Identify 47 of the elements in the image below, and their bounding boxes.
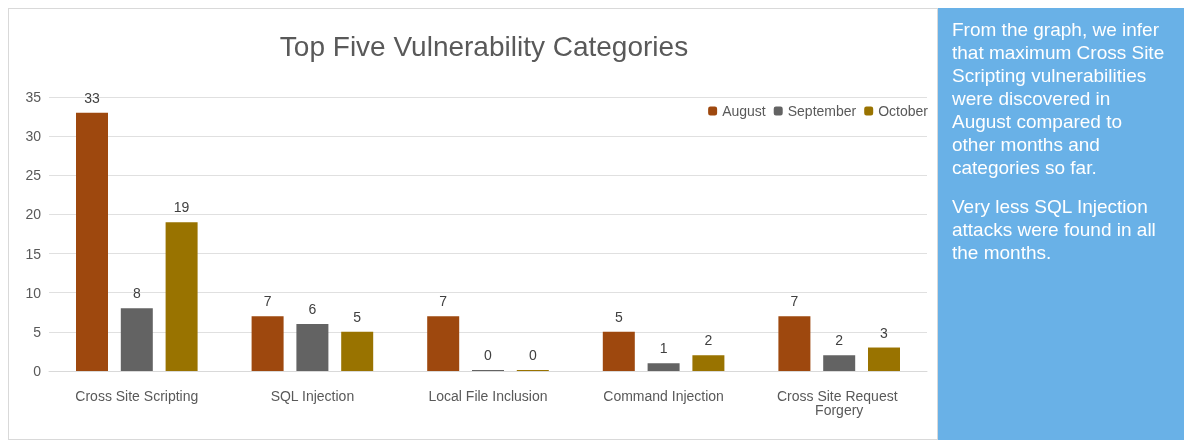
data-label: 19 <box>173 199 190 216</box>
y-tick-label: 10 <box>25 284 42 301</box>
x-tick-label: SQL Injection <box>270 388 355 404</box>
text: Very less SQL Injection attacks were found in all the months. <box>952 195 1157 264</box>
bar <box>692 355 725 371</box>
y-tick-label: 20 <box>25 206 42 223</box>
data-label: 5 <box>614 308 623 325</box>
data-label: 7 <box>263 293 272 310</box>
bar <box>647 363 680 371</box>
legend-label: October <box>878 103 929 119</box>
bar <box>296 324 329 371</box>
bar <box>76 112 108 371</box>
data-label: 6 <box>308 301 317 318</box>
y-tick-label: 5 <box>33 323 42 340</box>
bar <box>823 355 856 371</box>
bar <box>868 347 900 371</box>
y-tick-label: 30 <box>25 128 42 145</box>
x-tick-label: Local File Inclusion <box>428 388 548 404</box>
data-label: 1 <box>659 340 668 357</box>
bar <box>120 308 153 371</box>
x-tick-label: Command Injection <box>603 388 724 404</box>
text: From the graph, we infer that maximum Cross Site Scripting vulnerabilities were discovered in August compared to other months and categories so far. <box>952 18 1166 179</box>
bar <box>251 316 284 371</box>
bar <box>165 222 198 371</box>
chart-title: Top Five Vulnerability Categories <box>279 30 689 62</box>
data-label: 7 <box>790 293 799 310</box>
y-tick-label: 15 <box>25 245 42 262</box>
data-label: 33 <box>84 89 100 106</box>
y-tick-label: 0 <box>33 363 42 379</box>
bar <box>778 316 811 371</box>
bar <box>341 331 374 371</box>
x-tick-label: Cross Site Request Forgery <box>776 388 902 418</box>
y-tick-label: 25 <box>25 167 42 184</box>
data-label: 2 <box>835 332 844 349</box>
data-label: 7 <box>439 293 448 310</box>
legend-label: September <box>787 103 857 119</box>
data-label: 2 <box>704 332 713 349</box>
data-label: 0 <box>484 347 493 363</box>
bar <box>427 316 460 371</box>
x-tick-label: Cross Site Scripting <box>75 388 199 404</box>
bar <box>602 331 635 371</box>
legend-label: August <box>722 103 766 119</box>
data-label: 0 <box>528 347 537 363</box>
y-tick-label: 35 <box>25 89 42 105</box>
data-label: 3 <box>880 324 889 341</box>
data-label: 8 <box>132 285 141 302</box>
data-label: 5 <box>353 308 362 325</box>
